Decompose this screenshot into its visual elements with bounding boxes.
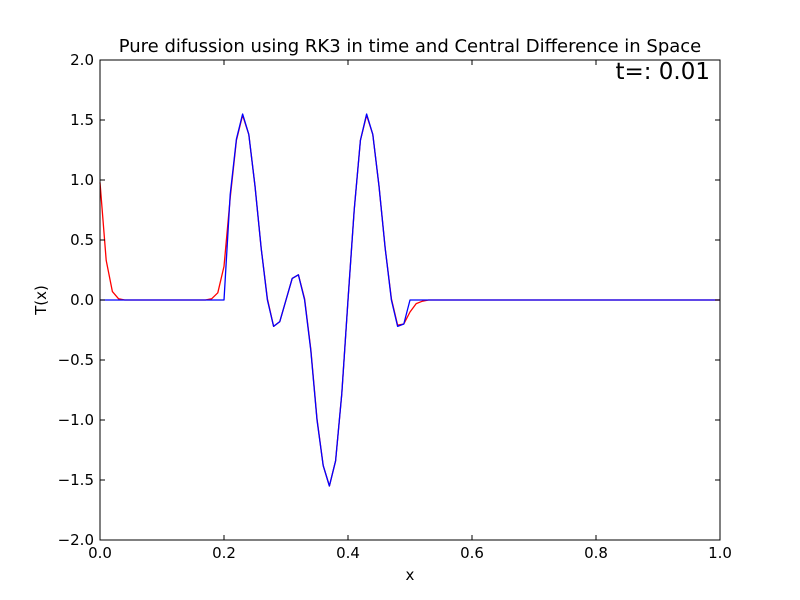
y-tick-label: 2.0 bbox=[70, 51, 94, 69]
x-tick-label: 0.0 bbox=[88, 544, 112, 562]
series-layer bbox=[99, 113, 720, 487]
series-line-2 bbox=[100, 113, 720, 487]
ticks-layer: 0.0 0.2 0.4 0.6 0.8 1.0 −2.0 −1.5 −1.0 −0.5 0.0 0.5… bbox=[58, 51, 732, 562]
y-tick-label: −2.0 bbox=[58, 531, 94, 549]
y-tick-label: −1.5 bbox=[58, 471, 94, 489]
y-tick-label: −0.5 bbox=[58, 351, 94, 369]
chart-title: Pure difussion using RK3 in time and Cen… bbox=[119, 36, 702, 57]
x-tick-label: 0.4 bbox=[336, 544, 360, 562]
y-tick-label: −1.0 bbox=[58, 411, 94, 429]
y-tick-label: 0.0 bbox=[70, 291, 94, 309]
time-annotation: t=: 0.01 bbox=[615, 59, 710, 85]
x-tick-label: 0.2 bbox=[212, 544, 236, 562]
x-tick-label: 0.8 bbox=[584, 544, 608, 562]
x-axis-label: x bbox=[406, 566, 415, 584]
x-tick-label: 0.6 bbox=[460, 544, 484, 562]
y-tick-label: 0.5 bbox=[70, 231, 94, 249]
y-tick-label: 1.0 bbox=[70, 171, 94, 189]
y-tick-label: 1.5 bbox=[70, 111, 94, 129]
x-tick-label: 1.0 bbox=[708, 544, 732, 562]
y-axis-label: T(x) bbox=[32, 285, 50, 316]
